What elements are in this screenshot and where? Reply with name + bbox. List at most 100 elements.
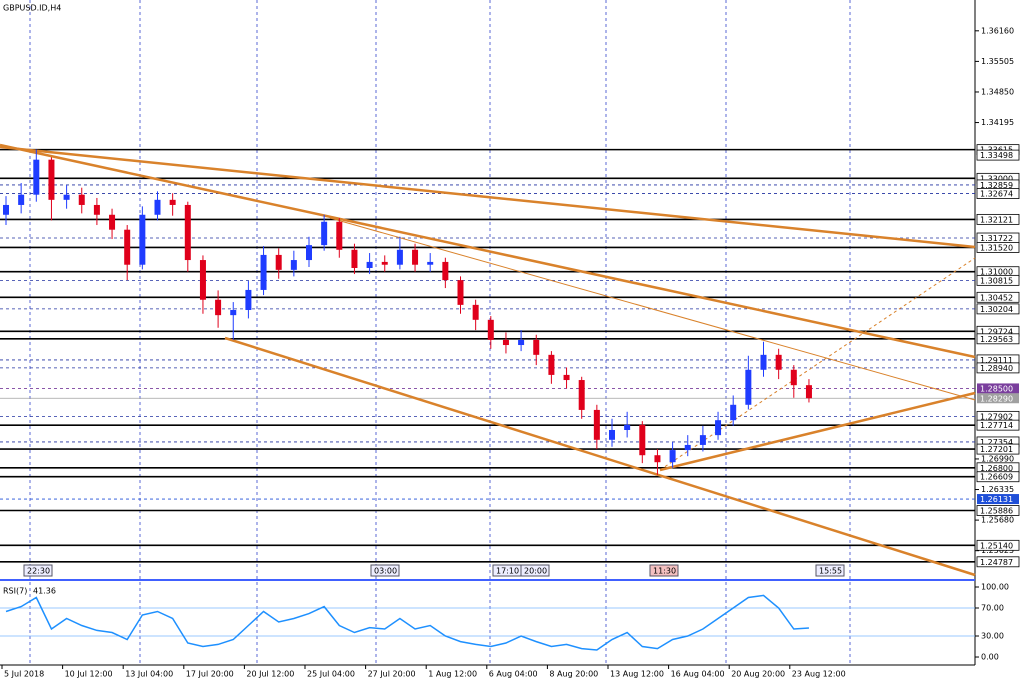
candle-body [290, 260, 297, 270]
level-label: 1.33498 [980, 151, 1013, 160]
time-marker-box [649, 564, 679, 577]
level-box [976, 291, 1020, 303]
candle-body [684, 444, 691, 451]
trend-line [0, 145, 976, 249]
axes: 1.36160 1.35505 1.34850 1.34195 1.26990 1.263… [1, 26, 1020, 679]
level-label: 1.30204 [980, 305, 1013, 314]
level-label: 1.27354 [980, 438, 1013, 447]
candle-body [487, 319, 494, 340]
trend-line [0, 143, 976, 359]
level-label: 1.26609 [980, 473, 1013, 482]
candle-body [502, 339, 509, 346]
level-label: 1.27201 [980, 445, 1013, 454]
candle-body [699, 435, 706, 445]
candle-body [775, 354, 782, 370]
candle-body [306, 245, 312, 261]
candle-body [336, 221, 343, 250]
level-label: 1.28940 [980, 364, 1013, 373]
x-tick-label: 23 Aug 12:00 [792, 670, 846, 679]
level-box [976, 242, 1020, 253]
trend-line [329, 217, 976, 401]
candle-body [593, 409, 600, 440]
level-box [976, 539, 1020, 551]
level-label: 1.32674 [980, 190, 1013, 199]
time-marker-box [520, 564, 550, 577]
candle-body [3, 204, 9, 215]
x-tick-label: 13 Aug 12:00 [610, 670, 664, 679]
time-marker: 15:55 [819, 567, 842, 576]
level-box [976, 213, 1020, 225]
candle-body [93, 204, 100, 215]
level-label: 1.26131 [980, 495, 1013, 504]
candle-body [33, 159, 40, 195]
time-marker-box [370, 564, 400, 577]
level-box [976, 505, 1020, 516]
candle-body [63, 194, 70, 200]
candle-body [381, 261, 388, 265]
y-tick-label: 1.34850 [981, 87, 1014, 96]
rsi-title: RSI(7) [3, 587, 27, 596]
candle-body [472, 304, 479, 320]
candle-body [351, 249, 358, 268]
candle-body [154, 199, 161, 215]
rsi-tick-label: 100.00 [981, 582, 1009, 591]
x-tick-label: 8 Aug 20:00 [549, 670, 598, 679]
time-marker: 03:00 [374, 567, 397, 576]
level-label: 1.25886 [980, 506, 1013, 515]
level-label: 1.27902 [980, 412, 1013, 421]
candle-body [184, 204, 191, 261]
y-tick-label: 1.36160 [981, 26, 1014, 35]
x-tick-label: 13 Jul 04:00 [125, 670, 173, 679]
candle-body [321, 221, 328, 246]
candle-body [563, 374, 570, 381]
candle-body [245, 289, 252, 311]
rsi-tick-label: 0.00 [981, 653, 999, 662]
candle-body [790, 369, 797, 386]
candle-body [275, 254, 282, 270]
x-tick-label: 20 Jul 12:00 [246, 670, 294, 679]
x-tick-label: 20 Aug 20:00 [731, 670, 785, 679]
levels [0, 148, 975, 563]
candle-body [639, 424, 646, 456]
level-label: 1.31000 [980, 268, 1013, 277]
candle-body [199, 260, 206, 300]
level-box [976, 362, 1020, 374]
candle-body [109, 214, 116, 230]
time-marker: 22:30 [27, 567, 50, 576]
trend-lines [0, 143, 976, 577]
candle-body [760, 354, 767, 370]
level-box [976, 149, 1020, 161]
level-label: 1.32121 [980, 215, 1013, 224]
level-label: 1.29724 [980, 327, 1013, 336]
time-marker: 17:10 [496, 567, 519, 576]
level-box [977, 393, 1019, 404]
level-box [976, 556, 1020, 568]
level-box [976, 443, 1020, 455]
candle-body [366, 261, 373, 268]
level-label: 1.31722 [980, 234, 1013, 243]
trend-line [224, 336, 976, 577]
candle-body [139, 214, 146, 265]
x-tick-label: 25 Jul 04:00 [307, 670, 355, 679]
rsi-tick-label: 30.00 [981, 632, 1004, 641]
candle-body [654, 455, 661, 463]
y-tick-label: 1.25680 [981, 516, 1014, 525]
candle-body [609, 429, 615, 440]
time-marker: 11:30 [653, 567, 676, 576]
level-box [976, 274, 1020, 286]
candle-body [578, 380, 585, 410]
level-label: 1.32859 [980, 181, 1013, 190]
rsi-value: 41.36 [33, 587, 56, 596]
x-tick-label: 16 Aug 04:00 [671, 670, 725, 679]
level-box [977, 494, 1019, 505]
candles [3, 149, 812, 475]
x-tick-label: 17 Jul 20:00 [186, 670, 234, 679]
candle-body [805, 385, 812, 399]
candle-body [669, 450, 676, 463]
x-tick-label: 5 Jul 2018 [4, 670, 44, 679]
candle-body [457, 280, 464, 305]
vertical-grid [29, 0, 851, 665]
level-box [976, 419, 1020, 431]
level-box [976, 471, 1020, 483]
